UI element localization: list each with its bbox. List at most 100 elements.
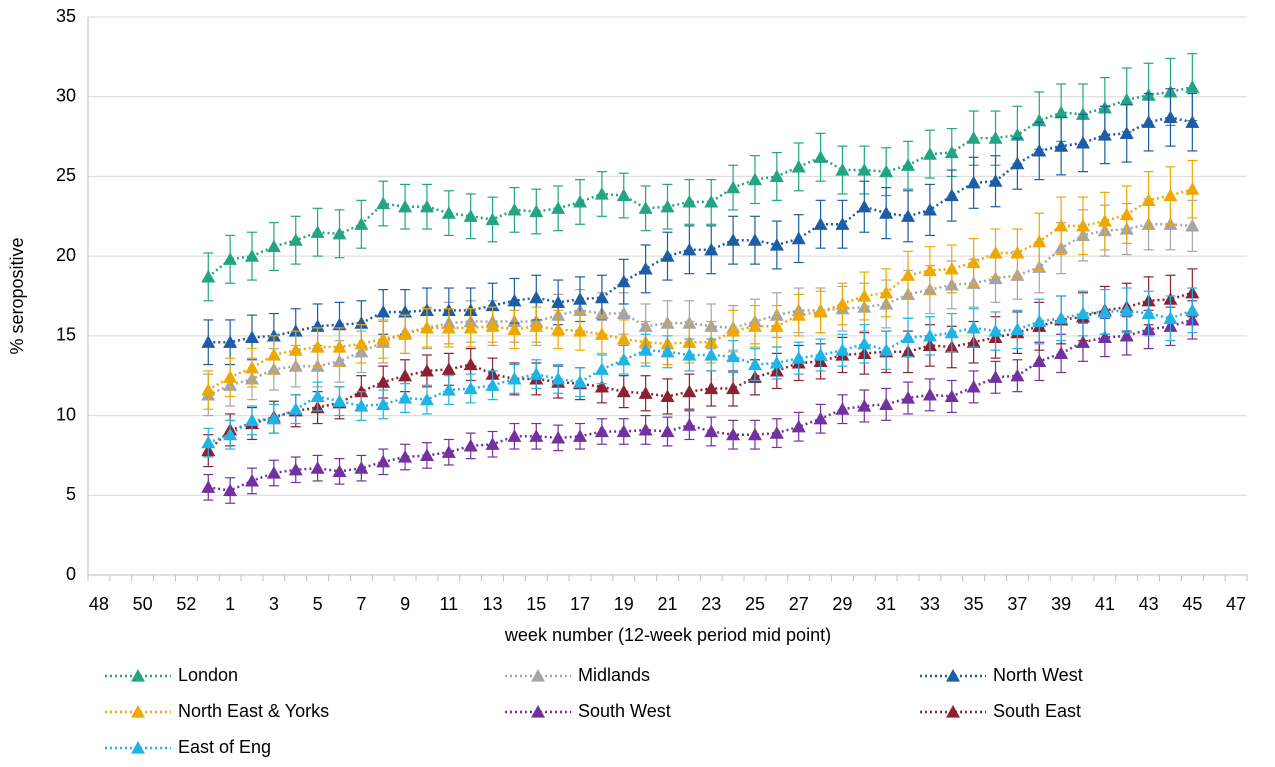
point-marker xyxy=(791,159,806,173)
point-marker xyxy=(1075,306,1090,320)
point-marker xyxy=(288,462,303,476)
point-marker xyxy=(398,368,413,382)
x-tick-label: 33 xyxy=(920,594,940,614)
point-marker xyxy=(791,419,806,433)
point-marker xyxy=(376,304,391,318)
legend-label: East of Eng xyxy=(178,737,271,757)
point-marker xyxy=(813,217,828,230)
point-marker xyxy=(988,174,1003,187)
point-marker xyxy=(507,322,522,336)
legend-marker xyxy=(946,669,960,682)
point-marker xyxy=(747,172,762,186)
point-marker xyxy=(682,242,697,256)
point-marker xyxy=(529,290,544,304)
point-marker xyxy=(988,324,1003,337)
point-marker xyxy=(835,163,850,176)
point-marker xyxy=(616,274,631,288)
point-marker xyxy=(1163,188,1178,202)
point-marker xyxy=(1185,303,1200,316)
point-marker xyxy=(266,239,281,253)
y-tick-label: 20 xyxy=(56,245,76,265)
x-tick-label: 52 xyxy=(176,594,196,614)
x-tick-label: 13 xyxy=(483,594,503,614)
point-marker xyxy=(332,317,347,331)
point-marker xyxy=(266,465,281,479)
point-marker xyxy=(245,249,260,262)
point-marker xyxy=(223,335,238,348)
point-marker xyxy=(310,225,325,238)
point-marker xyxy=(376,332,391,345)
point-marker xyxy=(857,336,872,350)
x-tick-label: 37 xyxy=(1007,594,1027,614)
x-tick-label: 48 xyxy=(89,594,109,614)
point-marker xyxy=(485,437,500,450)
point-marker xyxy=(573,375,588,388)
point-marker xyxy=(966,175,981,189)
point-marker xyxy=(419,199,434,213)
point-marker xyxy=(616,332,631,345)
point-marker xyxy=(201,435,216,449)
legend-label: London xyxy=(178,665,238,685)
point-marker xyxy=(922,202,937,216)
y-tick-label: 10 xyxy=(56,404,76,424)
point-marker xyxy=(245,473,260,487)
point-marker xyxy=(463,381,478,395)
x-tick-label: 15 xyxy=(526,594,546,614)
point-marker xyxy=(354,316,369,329)
point-marker xyxy=(726,180,741,194)
series-line xyxy=(207,309,1193,444)
legend-label: South East xyxy=(993,701,1081,721)
point-marker xyxy=(419,320,434,334)
x-tick-label: 41 xyxy=(1095,594,1115,614)
point-marker xyxy=(769,355,784,369)
point-marker xyxy=(901,268,916,281)
point-marker xyxy=(835,343,850,356)
point-marker xyxy=(857,163,872,176)
point-marker xyxy=(660,316,675,329)
point-marker xyxy=(682,384,697,398)
point-marker xyxy=(332,226,347,240)
point-marker xyxy=(901,158,916,171)
legend-marker xyxy=(131,741,145,754)
x-tick-label: 19 xyxy=(614,594,634,614)
point-marker xyxy=(310,340,325,353)
point-marker xyxy=(1010,245,1025,259)
point-marker xyxy=(310,389,325,403)
y-tick-label: 5 xyxy=(66,484,76,504)
x-tick-label: 1 xyxy=(225,594,235,614)
point-marker xyxy=(944,188,959,202)
point-marker xyxy=(1119,207,1134,221)
point-marker xyxy=(704,347,719,361)
point-marker xyxy=(616,424,631,438)
point-marker xyxy=(463,357,478,371)
x-tick-label: 5 xyxy=(313,594,323,614)
point-marker xyxy=(507,202,522,216)
point-marker xyxy=(747,427,762,441)
point-marker xyxy=(201,383,216,396)
point-marker xyxy=(879,343,894,356)
point-marker xyxy=(660,249,675,262)
point-marker xyxy=(288,343,303,356)
point-marker xyxy=(376,375,391,388)
series-line xyxy=(208,318,1193,492)
point-marker xyxy=(1054,105,1069,119)
point-marker xyxy=(813,411,828,425)
x-tick-label: 27 xyxy=(789,594,809,614)
x-tick-label: 43 xyxy=(1139,594,1159,614)
point-marker xyxy=(769,319,784,332)
point-marker xyxy=(1075,218,1090,232)
point-marker xyxy=(726,324,741,337)
point-marker xyxy=(660,344,675,358)
point-marker xyxy=(354,399,369,412)
point-marker xyxy=(857,289,872,302)
x-tick-label: 35 xyxy=(964,594,984,614)
point-marker xyxy=(966,320,981,334)
point-marker xyxy=(507,429,522,442)
point-marker xyxy=(245,413,260,426)
point-marker xyxy=(660,424,675,438)
point-marker xyxy=(1054,346,1069,359)
point-marker xyxy=(573,292,588,305)
point-marker xyxy=(223,370,238,383)
legend-marker xyxy=(531,705,545,718)
